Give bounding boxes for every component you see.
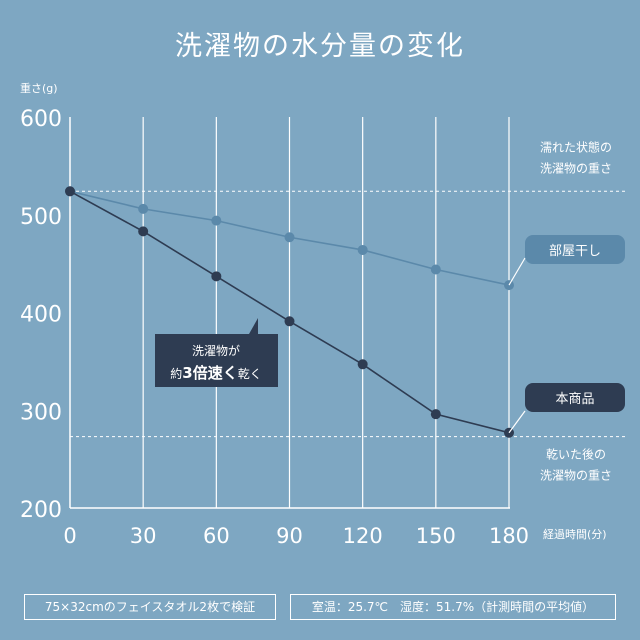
data-point bbox=[357, 359, 368, 370]
y-tick-label: 600 bbox=[20, 107, 62, 132]
x-tick-label: 90 bbox=[276, 524, 303, 548]
y-axis-label: 重さ(g) bbox=[20, 81, 58, 95]
data-point bbox=[211, 215, 222, 226]
x-tick-label: 60 bbox=[203, 524, 230, 548]
reference-label: 乾いた後の bbox=[546, 448, 606, 462]
y-tick-label: 200 bbox=[20, 498, 62, 523]
callout-line-1: 洗濯物が bbox=[192, 343, 240, 358]
callout-line-2: 約3倍速く乾く bbox=[170, 364, 261, 382]
series-label-pill bbox=[525, 235, 625, 264]
series-label-pill bbox=[525, 383, 625, 412]
data-point bbox=[357, 244, 368, 255]
data-point bbox=[65, 186, 75, 197]
series-label-connector bbox=[508, 410, 526, 434]
chart-title: 洗濯物の水分量の変化 bbox=[175, 31, 465, 62]
x-tick-label: 0 bbox=[63, 524, 76, 548]
x-tick-label: 150 bbox=[416, 524, 456, 548]
y-tick-label: 500 bbox=[20, 205, 62, 230]
series-label: 本商品 bbox=[555, 392, 594, 407]
x-tick-label: 30 bbox=[130, 524, 157, 548]
x-axis-label: 経過時間(分) bbox=[543, 528, 607, 541]
y-tick-label: 300 bbox=[20, 400, 62, 425]
data-point bbox=[211, 271, 222, 282]
environment-note: 室温：25.7℃ 湿度：51.7%（計測時間の平均値） bbox=[290, 594, 616, 620]
x-tick-label: 180 bbox=[489, 524, 529, 548]
series-label-connector bbox=[508, 257, 526, 286]
reference-label: 濡れた状態の bbox=[540, 139, 612, 154]
data-point bbox=[430, 409, 441, 420]
data-point bbox=[284, 316, 295, 327]
x-tick-label: 120 bbox=[343, 524, 383, 548]
series-label: 部屋干し bbox=[549, 244, 601, 259]
reference-label: 洗濯物の重さ bbox=[540, 469, 612, 483]
data-point bbox=[138, 203, 149, 214]
data-point bbox=[284, 232, 295, 243]
test-condition-note: 75×32cmのフェイスタオル2枚で検証 bbox=[24, 594, 276, 620]
y-tick-label: 400 bbox=[20, 303, 62, 328]
callout-box bbox=[155, 318, 278, 387]
reference-label: 洗濯物の重さ bbox=[540, 161, 612, 175]
data-point bbox=[430, 264, 441, 275]
data-point bbox=[138, 226, 149, 237]
